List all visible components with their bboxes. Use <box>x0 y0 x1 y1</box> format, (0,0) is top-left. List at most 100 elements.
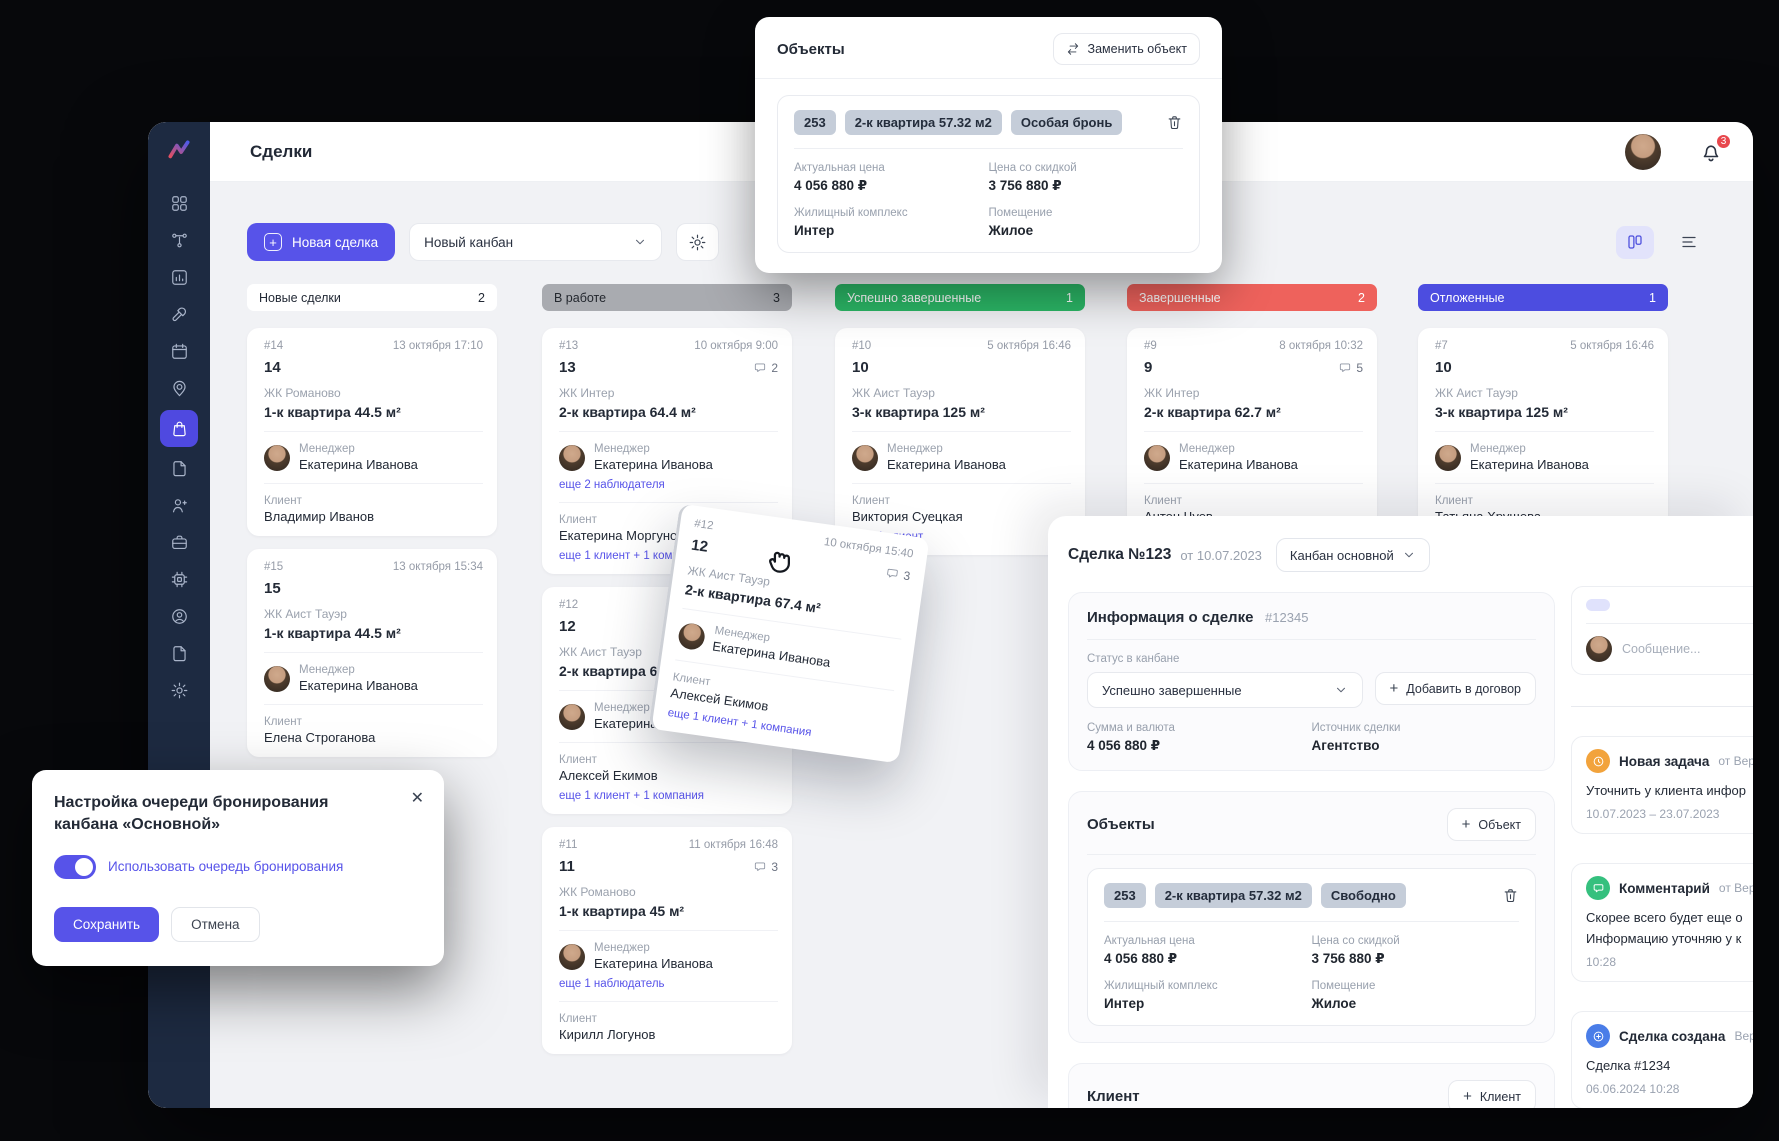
plus-icon: + <box>264 233 282 251</box>
bell-icon <box>1703 144 1719 161</box>
object-name-chip: 2-к квартира 57.32 м2 <box>1154 883 1312 908</box>
manager-name: Екатерина Иванова <box>594 956 713 971</box>
sidebar-item-profile[interactable] <box>161 601 197 632</box>
sidebar-item-pipeline[interactable] <box>161 225 197 256</box>
notifications-bell[interactable]: 3 <box>1699 132 1732 164</box>
column-cards: #10 5 октября 16:46 10 <box>835 328 1085 555</box>
sidebar-item-calendar[interactable] <box>161 336 197 367</box>
add-contract-button[interactable]: + Добавить в договор <box>1374 672 1536 705</box>
sidebar-item-integrations[interactable] <box>161 564 197 595</box>
object-card[interactable]: 253 2-к квартира 57.32 м2 Особая бронь А… <box>777 95 1200 253</box>
complex-label: Жилищный комплекс <box>794 207 908 219</box>
status-select[interactable]: Успешно завершенные <box>1087 672 1363 708</box>
chevron-down-icon <box>636 239 645 245</box>
close-icon[interactable]: ✕ <box>410 790 424 807</box>
sidebar-item-analytics[interactable] <box>161 262 197 293</box>
toggle-knob <box>75 857 93 876</box>
manager-avatar <box>852 444 878 471</box>
divider <box>1144 483 1363 484</box>
kanban-view-icon <box>1626 233 1644 251</box>
sidebar-item-clients[interactable] <box>161 490 197 521</box>
activity-tabs-card: Сообщение... <box>1571 586 1753 675</box>
kanban-column: Успешно завершенные 1 #10 5 октября 16:4… <box>835 284 1085 568</box>
deal-id: #11 <box>559 839 578 851</box>
delete-object-button[interactable] <box>1166 114 1183 131</box>
comments-badge: 5 <box>1338 361 1363 375</box>
deal-id: #13 <box>559 340 579 352</box>
sidebar-item-locations[interactable] <box>161 373 197 404</box>
column-header[interactable]: В работе 3 <box>542 284 792 311</box>
sidebar-item-settings[interactable] <box>161 675 197 706</box>
status-value: Успешно завершенные <box>1102 682 1242 698</box>
users-icon <box>170 496 189 515</box>
comments-badge: 2 <box>753 361 778 375</box>
more-watchers-link[interactable]: еще 2 наблюдателя <box>559 479 665 491</box>
price-value: 4 056 880 ₽ <box>794 178 868 193</box>
column-header[interactable]: Завершенные 2 <box>1127 284 1377 311</box>
sidebar-item-tools[interactable] <box>161 299 197 330</box>
price-label: Актуальная цена <box>1104 935 1195 947</box>
column-header[interactable]: Отложенные 1 <box>1418 284 1668 311</box>
sidebar-item-dashboard[interactable] <box>161 188 197 219</box>
type-label: Помещение <box>988 207 1053 219</box>
feed-item-comment[interactable]: Комментарий от Вероника Скорее всего буд… <box>1571 863 1753 982</box>
cancel-button[interactable]: Отмена <box>171 906 260 942</box>
dragged-deal-card[interactable]: #12 10 октября 15:40 12 3 ЖК Аист Тауэр … <box>648 503 930 764</box>
save-button[interactable]: Сохранить <box>54 906 160 942</box>
deal-card[interactable]: #15 13 октября 15:34 15 <box>247 549 497 757</box>
deal-card[interactable]: #10 5 октября 16:46 10 <box>835 328 1085 555</box>
manager-label: Менеджер <box>887 443 943 455</box>
discount-label: Цена со скидкой <box>988 162 1077 174</box>
list-view-toggle[interactable] <box>1670 226 1708 259</box>
column-title: Отложенные <box>1430 290 1505 305</box>
feed-item-created[interactable]: Сделка создана Вероника Сделка #1234 06.… <box>1571 1011 1753 1108</box>
manager-name: Екатерина Иванова <box>299 678 418 693</box>
feed-item-task[interactable]: Новая задача от Вероника Уточнить у клие… <box>1571 736 1753 834</box>
complex-value: Интер <box>1104 996 1145 1011</box>
replace-object-button[interactable]: Заменить объект <box>1052 33 1200 65</box>
column-title: В работе <box>554 290 607 305</box>
sidebar-item-briefcase[interactable] <box>161 527 197 558</box>
sidebar-item-deals[interactable] <box>160 410 198 447</box>
popup-title: Объекты <box>777 40 845 58</box>
booking-queue-toggle[interactable] <box>54 854 96 879</box>
kanban-select[interactable]: Новый канбан <box>409 223 663 261</box>
add-client-button[interactable]: + Клиент <box>1448 1080 1536 1108</box>
deal-complex: ЖК Романово <box>264 386 341 400</box>
column-header[interactable]: Успешно завершенные 1 <box>835 284 1085 311</box>
divider <box>1104 921 1519 922</box>
board-settings-button[interactable] <box>676 223 720 261</box>
activity-tab[interactable] <box>1586 599 1610 611</box>
sidebar-item-documents[interactable] <box>161 453 197 484</box>
deal-number: 14 <box>264 359 281 376</box>
deal-card[interactable]: #11 11 октября 16:48 11 3 <box>542 827 792 1054</box>
feed-time: 10.07.2023 – 23.07.2023 <box>1586 807 1720 821</box>
delete-object-button[interactable] <box>1502 887 1519 904</box>
add-object-button[interactable]: + Объект <box>1446 808 1536 841</box>
column-count: 2 <box>478 290 485 305</box>
message-input[interactable]: Сообщение... <box>1622 642 1701 656</box>
kanban-view-toggle[interactable] <box>1616 225 1654 259</box>
feed-type: Новая задача <box>1619 753 1710 769</box>
pipeline-icon <box>170 231 189 250</box>
user-avatar[interactable] <box>1625 133 1661 170</box>
new-deal-label: Новая сделка <box>292 234 379 250</box>
deal-card[interactable]: #7 5 октября 16:46 10 <box>1418 328 1668 536</box>
sidebar-item-files[interactable] <box>161 638 197 669</box>
kanban-switcher[interactable]: Канбан основной <box>1275 538 1430 572</box>
deal-complex: ЖК Аист Тауэр <box>852 386 935 400</box>
deal-info-section: Информация о сделке #12345 Статус в канб… <box>1068 592 1555 771</box>
new-deal-button[interactable]: + Новая сделка <box>247 223 396 261</box>
more-clients-link[interactable]: еще 1 клиент + 1 компания <box>559 550 705 562</box>
object-card[interactable]: 253 2-к квартира 57.32 м2 Свободно Актуа… <box>1087 868 1536 1026</box>
more-watchers-link[interactable]: еще 1 наблюдатель <box>559 978 665 990</box>
type-label: Помещение <box>1311 980 1376 992</box>
plus-icon: + <box>1389 680 1399 697</box>
deal-card[interactable]: #14 13 октября 17:10 14 <box>247 328 497 536</box>
divider <box>1144 431 1363 432</box>
object-status-chip: Свободно <box>1320 883 1406 908</box>
column-header[interactable]: Новые сделки 2 <box>247 284 497 311</box>
deal-datetime: 11 октября 16:48 <box>688 839 778 851</box>
more-clients-link[interactable]: еще 1 клиент + 1 компания <box>559 790 705 802</box>
manager-avatar <box>1435 444 1461 471</box>
